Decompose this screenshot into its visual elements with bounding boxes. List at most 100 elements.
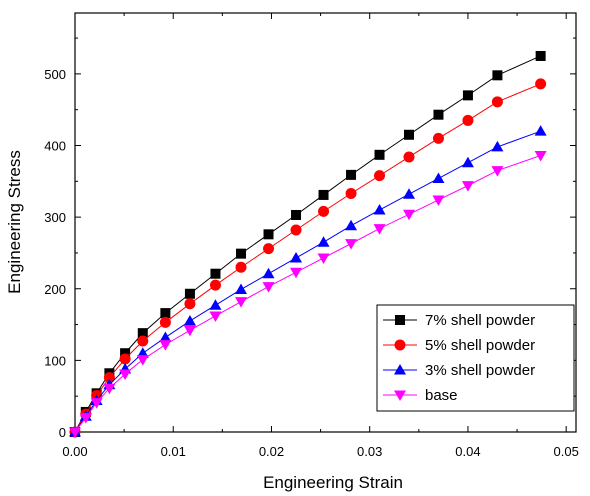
y-tick-label: 0 [59,425,66,440]
y-axis-label: Engineering Stress [5,150,24,294]
legend-label: 5% shell powder [425,337,535,354]
data-point [137,335,149,347]
y-tick-label: 300 [44,210,66,225]
data-point [432,195,445,206]
data-point [90,398,103,409]
legend-marker [395,315,405,325]
data-point [404,129,414,140]
data-point [235,261,247,273]
data-point [210,268,221,279]
data-point [432,132,444,144]
legend-entry: 7% shell powder [383,312,535,329]
legend-label: 7% shell powder [425,312,535,329]
data-point [184,288,195,299]
data-point [69,427,81,438]
series-2 [69,78,547,438]
data-point [136,355,149,366]
data-point [103,383,116,395]
data-point [290,267,303,279]
data-point [461,181,474,192]
legend-box [376,304,575,412]
data-point [317,253,330,264]
data-point [262,267,275,279]
data-point [345,187,357,199]
legend-marker [394,339,406,351]
data-point [290,224,302,236]
legend: 7% shell powder 5% shell powder 3% shell p… [376,304,575,412]
legend-entry: 5% shell powder [383,337,535,354]
data-point [291,209,302,220]
series-4 [69,151,547,438]
data-point [461,156,474,168]
data-point [235,283,248,294]
axis-ticks: 0.00 0.01 0.02 0.03 0.04 0.05 0 100 200 300 400 500 [44,13,579,459]
data-point [160,308,171,319]
plot-frame [74,12,577,433]
data-point [209,279,221,291]
x-axis-label: Engineering Strain [263,473,403,492]
data-point [374,149,385,160]
data-point [535,78,547,90]
data-point [534,125,547,136]
series-group [69,50,547,438]
data-point [236,248,247,259]
legend-label: 3% shell powder [425,362,535,379]
data-point [318,205,330,217]
x-tick-label: 0.03 [357,444,382,459]
data-point [317,236,330,247]
legend-marker [394,390,406,401]
data-point [103,372,115,384]
data-point [492,70,503,81]
data-point [403,151,415,163]
data-point [79,413,92,424]
data-point [432,172,445,183]
data-point [403,188,415,199]
x-tick-label: 0.05 [554,444,579,459]
data-point [263,243,275,255]
data-point [290,251,303,263]
data-point [403,209,415,221]
data-point [209,299,222,310]
legend-entry: 3% shell powder [383,362,535,379]
data-point [345,239,358,250]
x-tick-label: 0.04 [455,444,480,459]
data-point [120,348,131,359]
legend-entry: base [383,387,458,404]
data-point [263,229,274,240]
data-point [462,114,474,126]
data-point [209,311,222,322]
data-point [345,219,358,231]
data-point [491,140,504,152]
data-point [262,282,275,293]
x-tick-label: 0.00 [62,444,87,459]
y-tick-label: 200 [44,282,66,297]
y-tick-label: 400 [44,139,66,154]
legend-marker [394,364,406,375]
data-point [491,166,504,177]
y-tick-label: 100 [44,353,66,368]
data-point [183,314,196,326]
data-point [136,347,149,358]
data-point [374,170,386,182]
data-point [346,169,357,180]
data-point [318,189,329,200]
data-point [433,109,444,120]
data-point [235,297,248,308]
data-point [119,369,132,380]
data-point [491,96,503,108]
x-tick-label: 0.01 [161,444,186,459]
data-point [159,316,171,328]
data-point [159,331,172,342]
data-point [159,340,172,351]
x-tick-label: 0.02 [259,444,284,459]
data-point [184,298,196,310]
legend-label: base [425,387,458,404]
data-point [373,224,386,235]
y-tick-label: 500 [44,67,66,82]
data-point [373,203,386,215]
data-point [462,90,473,101]
series-3 [69,125,547,437]
data-point [534,151,547,162]
plot-area-border [74,12,577,433]
